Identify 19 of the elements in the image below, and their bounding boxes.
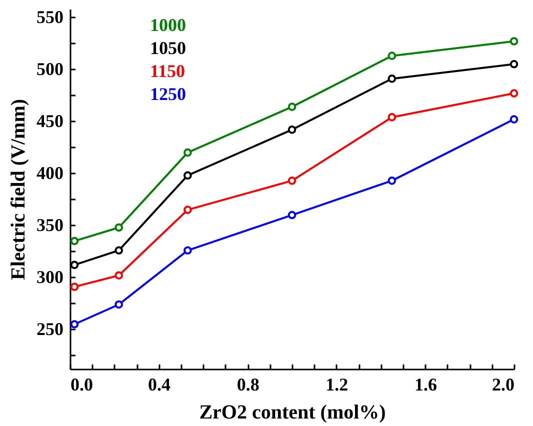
y-axis-title: Electric field (V/mm)	[8, 98, 30, 280]
y-tick-label: 450	[36, 110, 64, 131]
x-axis-title: ZrO2 content (mol%)	[199, 402, 386, 424]
y-tick-label: 300	[36, 266, 64, 287]
y-tick-label: 250	[36, 318, 64, 339]
x-tick-label: 1.2	[326, 374, 348, 394]
text: 1250	[150, 84, 186, 104]
text: 1150	[150, 61, 186, 81]
y-tick-label: 350	[36, 214, 64, 235]
x-tick-label: 2.0	[492, 374, 514, 394]
text: 1000	[150, 15, 186, 35]
x-tick-label: 0.4	[148, 374, 171, 394]
y-tick-label: 550	[36, 6, 64, 27]
y-tick-label: 400	[36, 162, 64, 183]
x-tick-label: 1.6	[414, 374, 437, 394]
text: 1050	[150, 38, 186, 58]
y-tick-label: 500	[36, 58, 64, 79]
x-tick-label: 0.8	[236, 374, 260, 394]
x-tick-label: 0.0	[70, 374, 93, 394]
